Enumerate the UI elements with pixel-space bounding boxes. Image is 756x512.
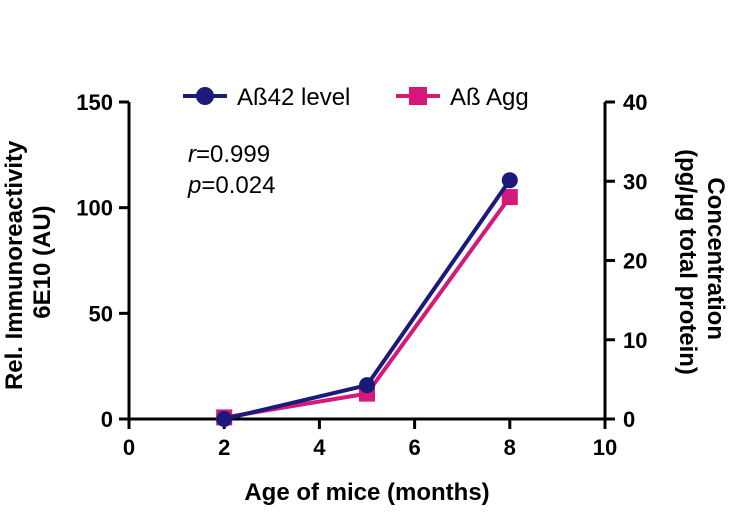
legend-label-abeta42: Aß42 level (237, 84, 350, 111)
legend-marker-abeta42 (196, 87, 214, 105)
p-annotation: p=0.024 (187, 172, 275, 199)
y-right-tick-label: 20 (623, 249, 647, 274)
r-annotation: r=0.999 (188, 141, 270, 168)
x-tick-label: 10 (593, 435, 617, 460)
y-left-tick-label: 50 (89, 301, 113, 326)
y-left-tick-label: 100 (76, 196, 113, 221)
y-right-axis-title-line-2: (pg/µg total protein) (674, 149, 701, 375)
y-left-tick-label: 150 (76, 90, 113, 115)
legend: Aß42 level Aß Agg (183, 84, 529, 111)
data-point-abeta42 (216, 411, 233, 427)
y-left-tick-label: 0 (101, 407, 113, 432)
x-tick-label: 6 (408, 435, 420, 460)
series-layer (216, 172, 518, 427)
y-left-axis-title: Rel. Immunoreactivity 6E10 (AU) (1, 134, 56, 390)
y-right-axis-title: Concentration (pg/µg total protein) (674, 149, 729, 375)
data-point-abeta-agg (501, 189, 518, 206)
r-value: =0.999 (196, 141, 270, 168)
y-left-axis-title-line-2: 6E10 (AU) (29, 205, 56, 318)
x-tick-label: 2 (218, 435, 230, 460)
r-symbol: r (188, 141, 197, 168)
p-value: =0.024 (201, 172, 275, 199)
y-right-tick-label: 40 (623, 90, 647, 115)
y-right-tick-label: 0 (623, 407, 635, 432)
data-point-abeta42 (501, 172, 518, 189)
data-point-abeta42 (359, 377, 375, 394)
y-left-axis-title-line-1: Rel. Immunoreactivity (1, 140, 28, 390)
x-tick-label: 0 (123, 435, 135, 460)
y-right-tick-label: 30 (623, 169, 647, 194)
x-tick-label: 8 (504, 435, 516, 460)
y-right-axis-title-line-1: Concentration (702, 177, 729, 340)
legend-marker-abeta-agg (409, 87, 427, 105)
p-symbol: p (187, 172, 201, 199)
y-right-tick-label: 10 (623, 328, 647, 353)
x-axis-title: Age of mice (months) (244, 479, 489, 506)
legend-label-abeta-agg: Aß Agg (450, 84, 529, 111)
x-tick-label: 4 (313, 435, 326, 460)
